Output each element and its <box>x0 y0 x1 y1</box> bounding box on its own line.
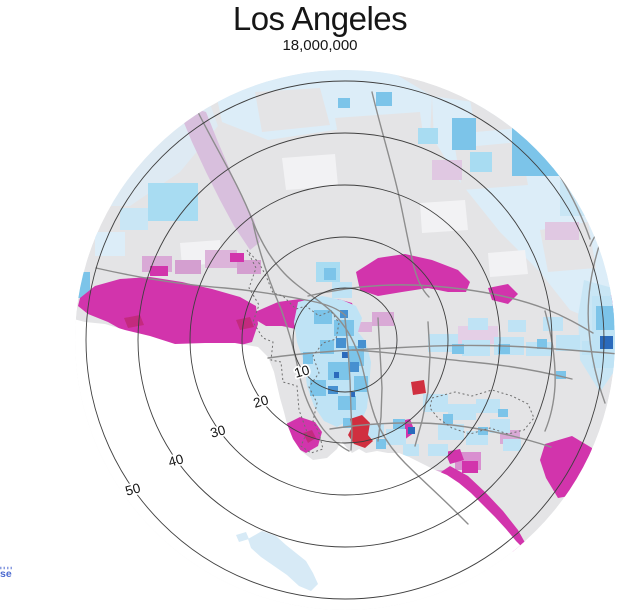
light-patches <box>180 154 528 277</box>
harbor-red <box>348 415 373 448</box>
ring-label-20: 20 <box>252 392 271 411</box>
catalina-island <box>236 531 318 591</box>
ring-label-30: 30 <box>209 422 228 441</box>
population-subtitle: 18,000,000 <box>282 36 358 54</box>
ring-label-10: 10 <box>293 362 312 381</box>
ring-label-40: 40 <box>167 451 186 470</box>
distance-rings <box>85 80 605 600</box>
city-boundary-dashed <box>246 249 535 454</box>
ring-label-50: 50 <box>124 480 143 499</box>
legend-fragment-label: se <box>0 568 12 580</box>
map-clip-group <box>75 70 615 610</box>
legend-fragment: se <box>0 566 30 580</box>
malibu-coast-band <box>78 277 258 350</box>
central-blue-cluster <box>294 262 371 428</box>
ring-labels: 10 20 30 40 50 <box>122 360 313 500</box>
freeway-lines <box>95 91 615 525</box>
page-title: Los Angeles <box>232 0 408 37</box>
legend-dotted-line-icon <box>0 566 14 570</box>
map-header: Los Angeles 18,000,000 <box>232 0 408 54</box>
red-tracts <box>348 380 426 448</box>
